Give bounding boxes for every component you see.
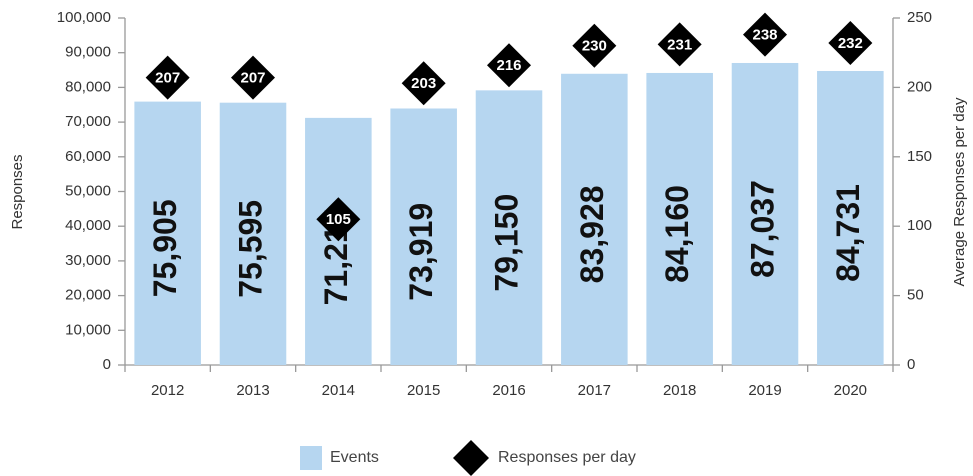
bar-value-label: 87,037 xyxy=(744,180,780,278)
bar-value-label: 84,731 xyxy=(830,184,866,282)
x-tick-label: 2018 xyxy=(663,382,696,399)
bar xyxy=(305,117,372,365)
x-tick-label: 2019 xyxy=(748,382,781,399)
bar-value-label: 83,928 xyxy=(574,185,610,283)
marker-value-label: 207 xyxy=(155,70,180,87)
y-tick-label: 0 xyxy=(103,356,111,373)
bar xyxy=(134,101,201,365)
y2-tick-label: 50 xyxy=(907,287,924,304)
bar xyxy=(475,90,543,366)
marker-value-label: 207 xyxy=(240,70,265,87)
y2-tick-label: 100 xyxy=(907,217,932,234)
legend-label: Events xyxy=(330,449,379,466)
x-tick-label: 2015 xyxy=(407,382,440,399)
bar xyxy=(817,70,884,365)
y2-axis-title: Average Responses per day xyxy=(951,97,968,287)
y-tick-label: 30,000 xyxy=(65,252,111,269)
bar-value-label: 75,595 xyxy=(232,200,268,298)
marker-value-label: 231 xyxy=(667,36,692,53)
diamond-marker xyxy=(657,22,702,67)
diamond-marker xyxy=(487,43,531,88)
y-tick-label: 60,000 xyxy=(65,148,111,165)
marker-value-label: 230 xyxy=(582,38,607,55)
y-tick-label: 40,000 xyxy=(65,217,111,234)
bar-value-label: 84,160 xyxy=(659,185,695,283)
marker-value-label: 203 xyxy=(411,75,436,92)
y-tick-label: 20,000 xyxy=(65,287,111,304)
y2-tick-label: 0 xyxy=(907,356,915,373)
x-tick-label: 2012 xyxy=(151,382,184,399)
y-tick-label: 10,000 xyxy=(65,321,111,338)
marker-value-label: 105 xyxy=(326,211,351,228)
y-tick-label: 100,000 xyxy=(57,9,111,26)
x-tick-label: 2014 xyxy=(322,382,355,399)
y2-tick-label: 150 xyxy=(907,148,932,165)
bar xyxy=(731,62,799,366)
x-tick-label: 2016 xyxy=(492,382,525,399)
y-tick-label: 80,000 xyxy=(65,78,111,95)
bar xyxy=(646,72,713,366)
bar xyxy=(561,73,628,365)
bar xyxy=(390,108,457,365)
diamond-marker xyxy=(316,197,361,242)
y-tick-label: 90,000 xyxy=(65,44,111,61)
y-tick-label: 50,000 xyxy=(65,182,111,199)
bar-value-label: 79,150 xyxy=(488,194,524,292)
diamond-marker xyxy=(231,55,275,100)
y2-tick-label: 200 xyxy=(907,78,932,95)
x-tick-label: 2017 xyxy=(578,382,611,399)
marker-value-label: 216 xyxy=(496,57,521,74)
bar-value-label: 75,905 xyxy=(147,199,183,297)
marker-value-label: 232 xyxy=(838,35,863,52)
legend-swatch xyxy=(300,446,322,470)
x-tick-label: 2013 xyxy=(236,382,269,399)
diamond-marker xyxy=(828,20,873,65)
diamond-marker xyxy=(401,61,446,106)
x-tick-label: 2020 xyxy=(834,382,867,399)
bar xyxy=(219,102,287,365)
legend-swatch xyxy=(453,440,489,476)
marker-value-label: 238 xyxy=(752,27,777,44)
diamond-marker xyxy=(572,23,617,68)
y-tick-label: 70,000 xyxy=(65,113,111,130)
bar-value-label: 73,919 xyxy=(403,203,439,301)
diamond-marker xyxy=(145,55,190,100)
diamond-marker xyxy=(743,12,787,57)
y-axis-title: Responses xyxy=(9,154,26,229)
y2-tick-label: 250 xyxy=(907,9,932,26)
legend-label: Responses per day xyxy=(498,449,636,466)
